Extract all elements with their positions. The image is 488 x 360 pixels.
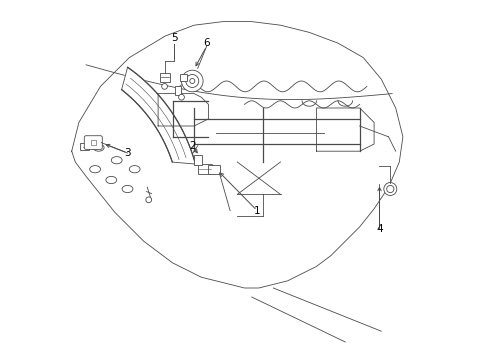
Bar [193,155,201,165]
Circle shape [181,70,203,92]
Ellipse shape [93,144,104,151]
Bar [80,143,89,150]
Text: 2: 2 [188,141,195,151]
Circle shape [185,75,199,87]
Bar [90,140,96,145]
Polygon shape [316,108,373,151]
Ellipse shape [129,166,140,173]
Bar [159,73,169,82]
Text: 3: 3 [124,148,131,158]
FancyBboxPatch shape [84,136,102,149]
Circle shape [189,78,194,84]
Bar [207,166,220,175]
Circle shape [162,84,167,89]
Polygon shape [158,94,208,126]
Ellipse shape [89,166,101,173]
Ellipse shape [111,157,122,164]
Circle shape [178,94,184,100]
Text: 4: 4 [375,224,382,234]
Bar [174,85,181,94]
Text: 1: 1 [253,206,260,216]
Circle shape [145,197,151,203]
Text: 5: 5 [171,33,177,43]
Ellipse shape [122,185,133,193]
Bar [180,74,186,81]
Bar [197,164,212,174]
Circle shape [386,185,393,193]
Polygon shape [72,22,402,288]
Polygon shape [122,67,195,164]
Text: 6: 6 [203,38,209,48]
Ellipse shape [106,176,117,184]
Circle shape [383,183,396,195]
